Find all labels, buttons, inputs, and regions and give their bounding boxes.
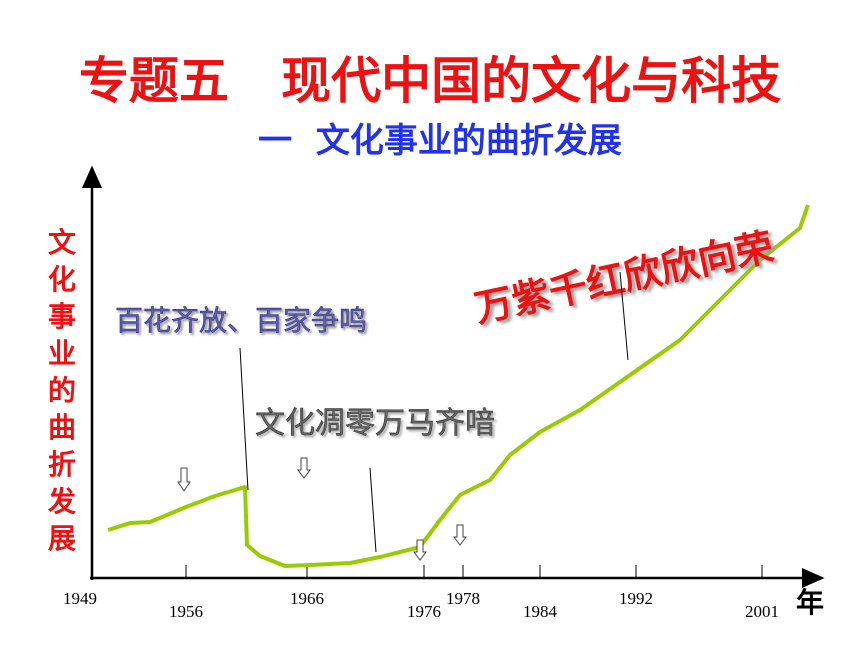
y-axis-label: 文化事业的曲折发展 (47, 226, 76, 555)
subtitle: 一 文化事业的曲折发展 (258, 121, 622, 161)
pointer (369, 467, 377, 553)
title: 专题五 现代中国的文化与科技 (79, 52, 781, 110)
annotation: 百花齐放、百家争鸣 (115, 304, 367, 337)
year-label: 1966 (290, 589, 324, 608)
year-label: 1976 (407, 602, 441, 621)
year-label: 1949 (63, 589, 97, 608)
year-label: 1956 (169, 602, 203, 621)
year-label: 1984 (523, 602, 558, 621)
annotation: 文化凋零万马齐喑 (255, 406, 495, 441)
year-label: 2001 (745, 602, 779, 621)
year-label: 1978 (446, 589, 480, 608)
x-unit: 年 (796, 586, 824, 619)
pointer (619, 271, 629, 361)
pointer (239, 347, 249, 491)
year-label: 1992 (619, 589, 653, 608)
down-arrows (177, 457, 467, 561)
